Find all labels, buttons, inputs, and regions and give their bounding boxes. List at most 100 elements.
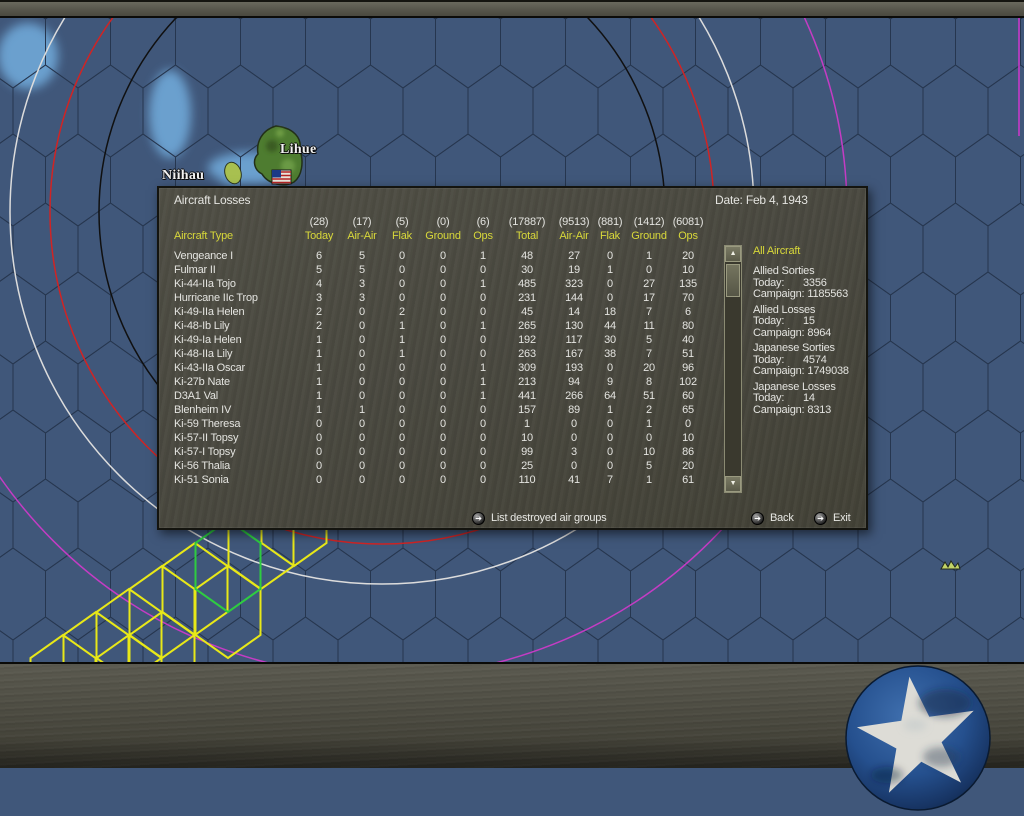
stat-heading: Japanese Losses	[753, 380, 836, 393]
cell-ground: 0	[440, 460, 446, 472]
cell-total-flak: 9	[607, 376, 613, 388]
stat-block: Allied Losses Today: 15 Campaign: 8964	[753, 304, 865, 340]
cell-total-ground: 5	[646, 460, 652, 472]
cell-ops: 1	[480, 376, 486, 388]
table-row: Hurricane IIc Trop 3 3 0 0 0 231 144 0 1…	[159, 291, 705, 305]
cell-total-ground: 8	[646, 376, 652, 388]
table-row: Ki-59 Theresa 0 0 0 0 0 1 0 0 1 0	[159, 417, 705, 431]
cell-total-ops: 61	[682, 474, 694, 486]
stat-campaign-line: Campaign: 8313	[753, 403, 832, 416]
stat-today-line: Today: 15	[753, 315, 815, 327]
cell-total-ops: 20	[682, 250, 694, 262]
cell-total-air-air: 94	[568, 376, 580, 388]
table-rows: Vengeance I 6 5 0 0 1 48 27 0 1 20 Fulma…	[159, 249, 705, 487]
cell-total-ground: 20	[643, 362, 655, 374]
aircraft-name: Blenheim IV	[174, 404, 232, 416]
cell-ops: 0	[480, 334, 486, 346]
cell-total-flak: 0	[607, 278, 613, 290]
cell-total-ops: 86	[682, 446, 694, 458]
aircraft-name: Ki-48-IIa Lily	[174, 348, 233, 360]
aircraft-losses-dialog: Aircraft Losses Date: Feb 4, 1943 (28) (…	[157, 186, 868, 530]
cell-total-ops: 40	[682, 334, 694, 346]
cell-total-ground: 0	[646, 432, 652, 444]
cell-flak: 2	[399, 306, 405, 318]
scroll-down-button[interactable]: ▼	[725, 476, 741, 492]
arrow-button-icon: ➔	[472, 511, 485, 525]
arrow-button-icon: ➔	[814, 511, 827, 525]
cell-flak: 1	[399, 320, 405, 332]
cell-total-ground: 17	[643, 292, 655, 304]
cell-flak: 0	[399, 474, 405, 486]
scroll-thumb[interactable]	[726, 264, 740, 297]
stat-campaign-value: 8964	[807, 326, 832, 339]
cell-ops: 0	[480, 474, 486, 486]
table-row: Ki-49-IIa Helen 2 0 2 0 0 45 14 18 7 6	[159, 305, 705, 319]
column-label: Air-Air	[347, 230, 377, 242]
cell-total-air-air: 0	[571, 460, 577, 472]
cell-today: 0	[316, 446, 322, 458]
cell-total-ground: 1	[646, 418, 652, 430]
back-button[interactable]: ➔ Back	[751, 510, 794, 526]
cell-total-flak: 7	[607, 474, 613, 486]
cell-total-air-air: 0	[571, 432, 577, 444]
cell-flak: 0	[399, 250, 405, 262]
cell-air-air: 0	[359, 376, 365, 388]
list-destroyed-air-groups-button[interactable]: ➔ List destroyed air groups	[472, 510, 607, 526]
cell-total-ground: 1	[646, 250, 652, 262]
scroll-up-button[interactable]: ▲	[725, 246, 741, 262]
column-total-count: (9513)	[558, 216, 590, 228]
aircraft-name: Fulmar II	[174, 264, 216, 276]
cell-ops: 0	[480, 264, 486, 276]
usaaf-roundel-logo	[845, 665, 991, 811]
cell-ground: 0	[440, 292, 446, 304]
column-total-count: (881)	[597, 216, 623, 228]
aircraft-name: Ki-56 Thalia	[174, 460, 231, 472]
stat-block: Japanese Sorties Today: 4574 Campaign: 174…	[753, 342, 865, 378]
column-label: Total	[515, 230, 539, 242]
aircraft-type-header: Aircraft Type	[174, 230, 233, 242]
cell-ground: 0	[440, 362, 446, 374]
highlighted-hex-green	[194, 518, 262, 614]
cell-ops: 0	[480, 404, 486, 416]
exit-button[interactable]: ➔ Exit	[814, 510, 851, 526]
stat-today-value: 4574	[803, 353, 827, 366]
cell-total-flak: 1	[607, 404, 613, 416]
cell-air-air: 0	[359, 474, 365, 486]
table-header-counts: (28) (17) (5) (0) (6) (17887) (9513) (88…	[159, 215, 705, 229]
cell-ops: 0	[480, 306, 486, 318]
aircraft-name: Hurricane IIc Trop	[174, 292, 258, 304]
cell-total-air-air: 89	[568, 404, 580, 416]
cell-ground: 0	[440, 376, 446, 388]
cell-today: 0	[316, 418, 322, 430]
cell-flak: 0	[399, 264, 405, 276]
aircraft-name: Ki-43-IIa Oscar	[174, 362, 245, 374]
cell-ground: 0	[440, 474, 446, 486]
table-row: D3A1 Val 1 0 0 0 1 441 266 64 51 60	[159, 389, 705, 403]
table-row: Fulmar II 5 5 0 0 0 30 19 1 0 10	[159, 263, 705, 277]
cell-total: 192	[518, 334, 536, 346]
cell-flak: 0	[399, 404, 405, 416]
table-row: Ki-48-IIa Lily 1 0 1 0 0 263 167 38 7 51	[159, 347, 705, 361]
cell-air-air: 5	[359, 264, 365, 276]
scrollbar[interactable]: ▲ ▼	[724, 245, 742, 493]
cell-total: 485	[518, 278, 536, 290]
cell-air-air: 0	[359, 306, 365, 318]
stat-today-line: Today: 14	[753, 392, 815, 404]
cell-total-flak: 0	[607, 292, 613, 304]
cell-ground: 0	[440, 446, 446, 458]
cell-total-ground: 7	[646, 306, 652, 318]
cell-total-flak: 0	[607, 446, 613, 458]
cell-today: 5	[316, 264, 322, 276]
aircraft-name: D3A1 Val	[174, 390, 219, 402]
aircraft-name: Ki-57-II Topsy	[174, 432, 239, 444]
cell-total-air-air: 117	[565, 334, 583, 346]
table-row: Ki-48-Ib Lily 2 0 1 0 1 265 130 44 11 80	[159, 319, 705, 333]
table-row: Ki-43-IIa Oscar 1 0 0 0 1 309 193 0 20 9…	[159, 361, 705, 375]
cell-total-air-air: 3	[571, 446, 577, 458]
cell-flak: 1	[399, 348, 405, 360]
column-label: Ground	[425, 230, 461, 242]
cell-ops: 0	[480, 460, 486, 472]
us-flag-icon	[271, 169, 292, 185]
cell-total-flak: 0	[607, 460, 613, 472]
table-header-labels: Aircraft Type Today Air-Air Flak Ground …	[159, 229, 705, 243]
